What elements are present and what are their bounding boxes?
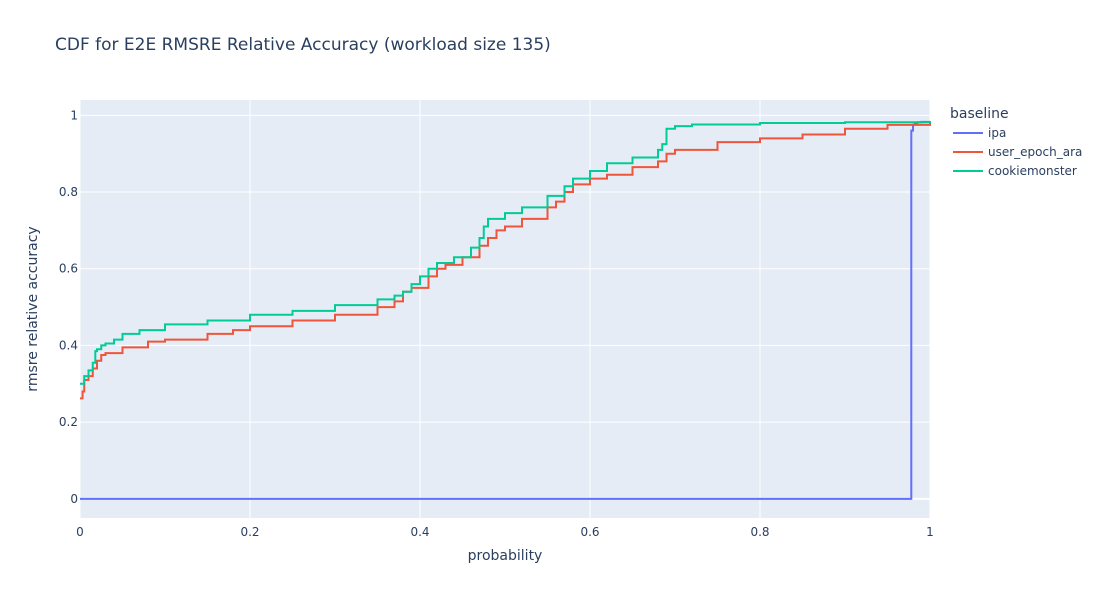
legend-label: ipa <box>988 126 1006 140</box>
x-tick-label: 0 <box>76 525 84 539</box>
y-tick-label: 0.2 <box>59 415 78 429</box>
x-tick-label: 0.2 <box>240 525 259 539</box>
series-line-cookiemonster <box>80 121 931 385</box>
y-tick-label: 0.6 <box>59 262 78 276</box>
y-tick-label: 0.4 <box>59 338 78 352</box>
y-tick-label: 0.8 <box>59 185 78 199</box>
legend-item-ipa[interactable]: ipa <box>953 126 1006 140</box>
legend-item-user_epoch_ara[interactable]: user_epoch_ara <box>953 145 1082 159</box>
x-tick-label: 1 <box>926 525 934 539</box>
legend-label: user_epoch_ara <box>988 145 1082 159</box>
plot-area <box>80 100 930 518</box>
y-tick-label: 0 <box>70 492 78 506</box>
legend-label: cookiemonster <box>988 164 1077 178</box>
legend-title: baseline <box>950 106 1009 122</box>
x-axis-title: probability <box>468 548 543 564</box>
y-tick-label: 1 <box>70 108 78 122</box>
series-lines <box>80 120 931 500</box>
legend: baseline ipa user_epoch_ara cookiemonster <box>950 106 1082 178</box>
x-tick-label: 0.4 <box>410 525 429 539</box>
x-tick-label: 0.8 <box>750 525 769 539</box>
legend-item-cookiemonster[interactable]: cookiemonster <box>953 164 1077 178</box>
x-tick-label: 0.6 <box>580 525 599 539</box>
y-axis-title: rmsre relative accuracy <box>25 226 41 391</box>
series-line-user_epoch_ara <box>80 121 931 400</box>
tick-labels: 0 0.2 0.4 0.6 0.8 1 0 0.2 0.4 0.6 0.8 1 <box>59 108 934 539</box>
chart-title: CDF for E2E RMSRE Relative Accuracy (wor… <box>55 35 551 55</box>
